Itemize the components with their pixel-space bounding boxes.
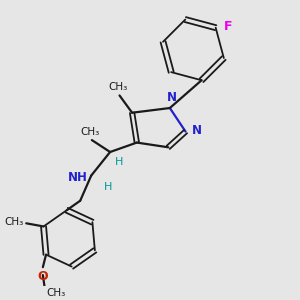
Text: NH: NH — [68, 171, 88, 184]
Text: F: F — [224, 20, 232, 33]
Text: CH₃: CH₃ — [108, 82, 128, 92]
Text: CH₃: CH₃ — [46, 288, 65, 298]
Text: O: O — [38, 270, 48, 283]
Text: N: N — [167, 91, 177, 103]
Text: CH₃: CH₃ — [4, 217, 24, 227]
Text: H: H — [115, 157, 123, 167]
Text: N: N — [192, 124, 202, 137]
Text: H: H — [104, 182, 112, 193]
Text: CH₃: CH₃ — [81, 127, 100, 137]
